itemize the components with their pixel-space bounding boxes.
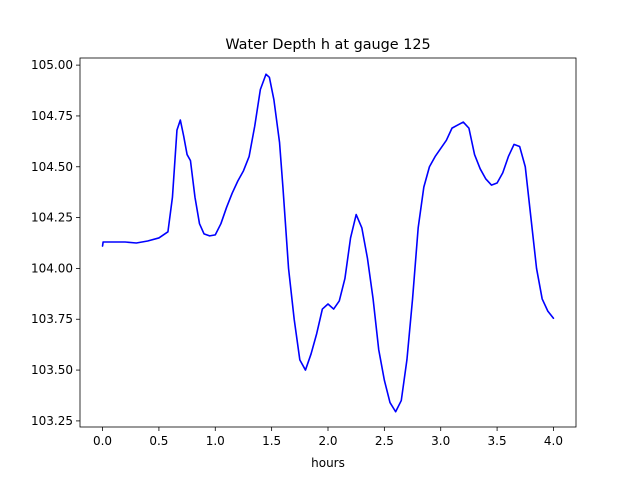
y-tick-label: 103.25 [31,414,73,428]
y-tick-label: 104.00 [31,261,73,275]
y-tick-label: 105.00 [31,58,73,72]
y-tick-label: 103.75 [31,312,73,326]
x-tick-label: 2.0 [318,434,337,448]
plot-area [101,73,555,413]
x-tick-label: 0.5 [149,434,168,448]
x-tick-label: 3.0 [431,434,450,448]
chart-title: Water Depth h at gauge 125 [225,37,430,53]
x-axis: 0.0 0.5 1.0 1.5 2.0 2.5 3.0 3.5 4.0 [93,427,563,448]
x-tick-label: 4.0 [544,434,563,448]
x-tick-label: 3.5 [488,434,507,448]
x-tick-label: 0.0 [93,434,112,448]
x-tick-label: 1.0 [206,434,225,448]
series-line [101,73,555,413]
x-tick-label: 2.5 [375,434,394,448]
x-axis-title: hours [311,456,345,470]
x-tick-label: 1.5 [262,434,281,448]
y-tick-label: 104.75 [31,109,73,123]
y-tick-label: 103.50 [31,363,73,377]
y-tick-label: 104.50 [31,160,73,174]
y-axis: 103.25 103.50 103.75 104.00 104.25 104.50 104.… [31,58,80,428]
plot-frame [79,57,577,428]
y-tick-label: 104.25 [31,211,73,225]
